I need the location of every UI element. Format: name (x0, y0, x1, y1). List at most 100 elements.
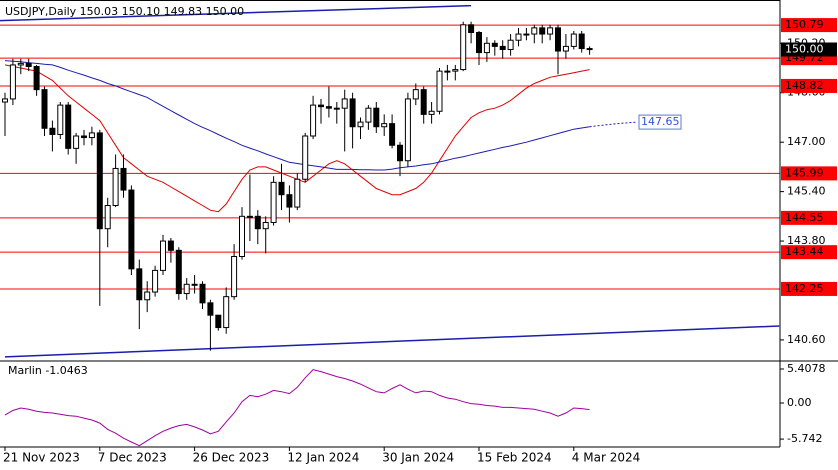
indicator-line (4, 60, 590, 171)
y-tick-label: 140.60 (787, 333, 826, 346)
chart-title: USDJPY,Daily 150.03 150.10 149.83 150.00 (5, 5, 244, 18)
indicator-title: Marlin -1.0463 (8, 364, 88, 377)
annotation-label: 147.65 (641, 115, 680, 128)
candle-body (389, 123, 396, 146)
candle-body (262, 222, 269, 230)
x-tick-label: 21 Nov 2023 (3, 451, 80, 465)
candle-body (341, 98, 348, 109)
candle-body (73, 135, 80, 149)
candle-body (112, 167, 119, 207)
candle-body (491, 42, 498, 47)
trend-line (0, 5, 472, 22)
candle-body (349, 98, 356, 128)
candle-body (325, 106, 332, 109)
candle-body (523, 33, 530, 36)
level-label: 144.55 (785, 211, 824, 224)
annotation-box (638, 114, 682, 130)
candle-body (65, 104, 72, 149)
candle-body (578, 33, 585, 50)
candle-body (404, 98, 411, 162)
y-tick-label: 145.40 (787, 185, 826, 198)
candle-body (120, 167, 127, 191)
candle-body (175, 249, 182, 295)
candle-body (239, 215, 245, 257)
level-box (781, 210, 837, 225)
candle-body (436, 70, 443, 112)
candle-body (183, 283, 190, 295)
y-tick-label: 0.00 (787, 396, 812, 409)
candle-body (191, 283, 198, 286)
sub-plot (4, 369, 590, 447)
candle-body (207, 302, 214, 316)
x-tick-label: 12 Jan 2024 (287, 451, 359, 465)
candle-body (452, 69, 459, 72)
candle-body (167, 240, 174, 251)
candle-body (468, 24, 475, 33)
candle-body (128, 189, 135, 270)
candle-body (33, 65, 40, 91)
x-tick-label: 7 Dec 2023 (98, 451, 167, 465)
candle-body (41, 89, 48, 129)
level-box (781, 245, 837, 260)
candle-body (318, 104, 324, 108)
main-plot (0, 5, 780, 358)
axes (0, 0, 838, 448)
candle-body (476, 31, 482, 54)
candle-body (152, 269, 159, 293)
candle-body (270, 181, 277, 224)
candle-body (586, 48, 593, 51)
candle-body (397, 144, 403, 162)
candle-body (81, 135, 87, 139)
candle-body (160, 240, 166, 271)
candle-body (302, 135, 309, 180)
candle-body (333, 107, 340, 110)
candle-body (507, 39, 514, 50)
trend-line (4, 325, 780, 358)
candle-body (144, 291, 151, 301)
candle-body (555, 27, 561, 52)
candle-body (9, 64, 16, 100)
candle-body (294, 178, 301, 208)
candle-body (231, 255, 238, 298)
candle-body (428, 110, 435, 115)
candle-body (570, 33, 577, 47)
candle-body (223, 296, 230, 329)
level-box (781, 18, 837, 33)
y-tick-label: 143.80 (787, 234, 826, 247)
y-tick-label: 147.00 (787, 135, 826, 148)
candle-body (531, 27, 538, 35)
level-label: 142.25 (785, 282, 824, 295)
candle-body (104, 205, 111, 230)
candle-body (49, 127, 56, 135)
y-tick-label: 5.4078 (787, 362, 826, 375)
candle-body (562, 45, 569, 52)
x-tick-label: 15 Feb 2024 (477, 451, 552, 465)
candle-body (357, 121, 364, 128)
candle-body (2, 98, 8, 103)
candle-body (420, 89, 427, 115)
x-tick-label: 30 Jan 2024 (382, 451, 454, 465)
candle-body (310, 104, 317, 137)
candle-body (57, 104, 64, 135)
candle-body (483, 42, 490, 54)
candle-body (547, 27, 554, 35)
candle-body (254, 215, 261, 230)
candle-body (286, 194, 293, 208)
candle-body (539, 27, 546, 35)
candle-body (381, 123, 388, 128)
level-label: 145.99 (785, 166, 824, 179)
level-label: 150.79 (785, 18, 824, 31)
indicator-line (4, 369, 590, 447)
candle-body (365, 107, 372, 123)
y-tick-label: -5.742 (787, 432, 822, 445)
candle-body (96, 132, 103, 230)
candle-body (460, 24, 467, 71)
candle-body (25, 62, 32, 67)
candle-body (515, 33, 522, 41)
candle-body (444, 70, 451, 73)
level-label: 148.82 (785, 79, 824, 92)
level-label: 143.44 (785, 245, 824, 258)
candle-body (246, 215, 253, 218)
